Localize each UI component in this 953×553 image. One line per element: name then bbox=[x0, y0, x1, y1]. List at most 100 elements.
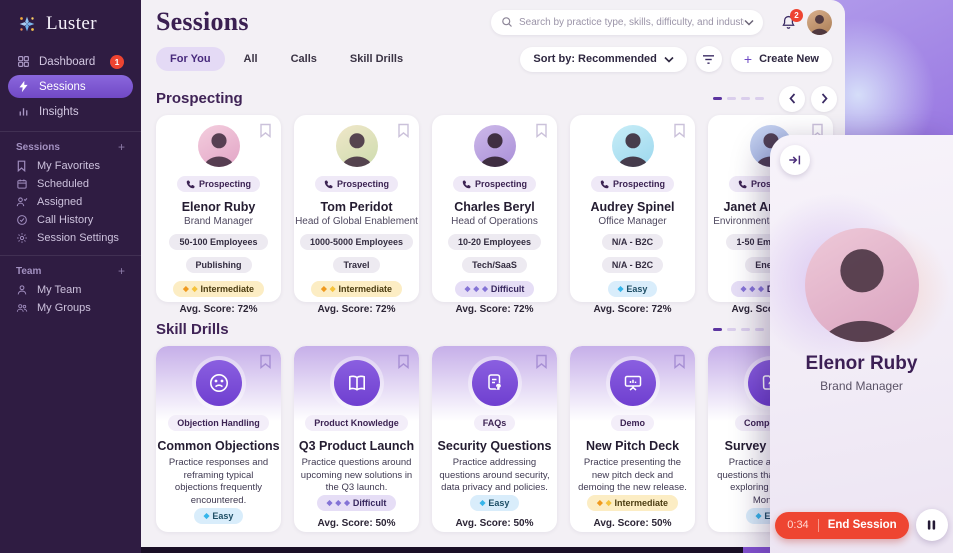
tab-for-you[interactable]: For You bbox=[156, 47, 225, 71]
lightning-icon bbox=[17, 80, 30, 93]
notifications-badge: 2 bbox=[790, 8, 803, 22]
bookmark-icon[interactable] bbox=[811, 123, 824, 143]
carousel-next-button[interactable] bbox=[811, 85, 837, 112]
topbar: Sessions 2 bbox=[141, 0, 845, 44]
prospect-card[interactable]: Prospecting Audrey Spinel Office Manager… bbox=[570, 115, 695, 315]
avg-score: Avg. Score: 50% bbox=[180, 531, 258, 532]
people-icon bbox=[16, 302, 28, 314]
sidebar-item-insights[interactable]: Insights bbox=[8, 100, 133, 123]
create-new-button[interactable]: + Create New bbox=[730, 46, 832, 72]
avg-score: Avg. Score: 72% bbox=[317, 304, 396, 315]
person-role: Head of Operations bbox=[451, 216, 538, 227]
sidebar-item-my-team[interactable]: My Team bbox=[0, 281, 141, 299]
sad-face-icon bbox=[195, 360, 242, 406]
bookmark-icon[interactable] bbox=[397, 123, 410, 143]
divider bbox=[817, 518, 819, 532]
bookmark-icon[interactable] bbox=[673, 123, 686, 143]
pagination-dot[interactable] bbox=[727, 328, 736, 331]
sidebar-item-sessions[interactable]: Sessions bbox=[8, 75, 133, 98]
app-logo: Luster bbox=[0, 0, 141, 48]
call-controls: 0:34 End Session bbox=[770, 509, 953, 541]
pause-button[interactable] bbox=[915, 509, 948, 541]
skill-drill-card[interactable]: Demo New Pitch Deck Practice presenting … bbox=[570, 346, 695, 532]
carousel-prev-button[interactable] bbox=[779, 85, 805, 112]
category-badge: Prospecting bbox=[452, 176, 536, 192]
company-size-tag: 50-100 Employees bbox=[169, 234, 268, 250]
difficulty-badge: ◆◆◆Difficult bbox=[454, 281, 535, 297]
sidebar-item-my-groups[interactable]: My Groups bbox=[0, 299, 141, 317]
industry-tag: Tech/SaaS bbox=[462, 257, 527, 273]
sidebar-item-session-settings[interactable]: Session Settings bbox=[0, 229, 141, 247]
bookmark-icon[interactable] bbox=[397, 354, 410, 374]
bookmark-icon[interactable] bbox=[673, 354, 686, 374]
drill-title: Q3 Product Launch bbox=[298, 439, 415, 453]
person-icon bbox=[16, 284, 28, 296]
luster-logo-icon bbox=[19, 16, 35, 32]
sidebar: Luster Dashboard 1 Sessions Insights Ses… bbox=[0, 0, 141, 553]
phone-icon bbox=[186, 179, 195, 188]
pagination-dot[interactable] bbox=[755, 97, 764, 100]
prospect-card[interactable]: Prospecting Elenor Ruby Brand Manager 50… bbox=[156, 115, 281, 315]
app-name: Luster bbox=[46, 13, 97, 34]
category-badge: Objection Handling bbox=[168, 415, 269, 431]
user-avatar[interactable] bbox=[807, 9, 832, 35]
pagination-dot[interactable] bbox=[741, 97, 750, 100]
document-question-icon: ? bbox=[471, 360, 518, 406]
phone-icon bbox=[462, 179, 471, 188]
person-name: Audrey Spinel bbox=[590, 200, 675, 214]
drill-description: Practice questions around upcoming new s… bbox=[300, 457, 413, 494]
prospecting-cards-row: Prospecting Elenor Ruby Brand Manager 50… bbox=[141, 115, 845, 315]
sort-dropdown[interactable]: Sort by: Recommended bbox=[520, 46, 687, 72]
person-role: Head of Global Enablement bbox=[295, 216, 418, 227]
search-options-chevron-icon[interactable] bbox=[744, 19, 754, 26]
svg-text:?: ? bbox=[496, 384, 500, 391]
tab-calls[interactable]: Calls bbox=[277, 47, 331, 71]
tab-skill-drills[interactable]: Skill Drills bbox=[336, 47, 417, 71]
sidebar-item-call-history[interactable]: Call History bbox=[0, 211, 141, 229]
phone-icon bbox=[324, 179, 333, 188]
person-name: Charles Beryl bbox=[454, 200, 535, 214]
skill-drill-card[interactable]: ? FAQs Security Questions Practice addre… bbox=[432, 346, 557, 532]
filter-button[interactable] bbox=[695, 46, 722, 72]
avg-score: Avg. Score: 50% bbox=[317, 518, 396, 530]
bookmark-icon[interactable] bbox=[535, 354, 548, 374]
category-badge: Prospecting bbox=[590, 176, 674, 192]
section-title: Skill Drills bbox=[156, 321, 229, 338]
difficulty-badge: ◆◆◆Intermediate bbox=[310, 281, 403, 297]
pagination-dot[interactable] bbox=[713, 328, 722, 331]
search-input[interactable] bbox=[519, 16, 744, 28]
sidebar-item-dashboard[interactable]: Dashboard 1 bbox=[8, 50, 133, 73]
person-role: Office Manager bbox=[598, 216, 667, 227]
pagination-dot[interactable] bbox=[727, 97, 736, 100]
category-badge: Prospecting bbox=[314, 176, 398, 192]
tab-all[interactable]: All bbox=[230, 47, 272, 71]
chevron-down-icon bbox=[664, 56, 674, 63]
bookmark-icon[interactable] bbox=[535, 123, 548, 143]
skill-drill-card[interactable]: Product Knowledge Q3 Product Launch Prac… bbox=[294, 346, 419, 532]
phone-icon bbox=[600, 179, 609, 188]
category-badge: FAQs bbox=[473, 415, 516, 431]
pagination-dot[interactable] bbox=[741, 328, 750, 331]
pagination-dot[interactable] bbox=[713, 97, 722, 100]
category-badge: Product Knowledge bbox=[305, 415, 408, 431]
skill-drill-card[interactable]: Objection Handling Common Objections Pra… bbox=[156, 346, 281, 532]
add-team-button[interactable]: + bbox=[117, 264, 125, 278]
search-bar[interactable] bbox=[491, 9, 763, 35]
industry-tag: Travel bbox=[333, 257, 380, 273]
divider bbox=[0, 255, 141, 256]
sidebar-item-my-favorites[interactable]: My Favorites bbox=[0, 157, 141, 175]
prospect-card[interactable]: Prospecting Tom Peridot Head of Global E… bbox=[294, 115, 419, 315]
end-session-button[interactable]: 0:34 End Session bbox=[775, 511, 909, 539]
bookmark-icon[interactable] bbox=[259, 354, 272, 374]
prospect-card[interactable]: Prospecting Charles Beryl Head of Operat… bbox=[432, 115, 557, 315]
pagination-dot[interactable] bbox=[755, 328, 764, 331]
bookmark-icon[interactable] bbox=[259, 123, 272, 143]
drill-title: Security Questions bbox=[437, 439, 552, 453]
clock-check-icon bbox=[16, 214, 28, 226]
sidebar-item-scheduled[interactable]: Scheduled bbox=[0, 175, 141, 193]
collapse-panel-button[interactable] bbox=[780, 145, 810, 175]
add-session-button[interactable]: + bbox=[117, 140, 125, 154]
sidebar-item-assigned[interactable]: Assigned bbox=[0, 193, 141, 211]
pause-icon bbox=[928, 520, 936, 530]
